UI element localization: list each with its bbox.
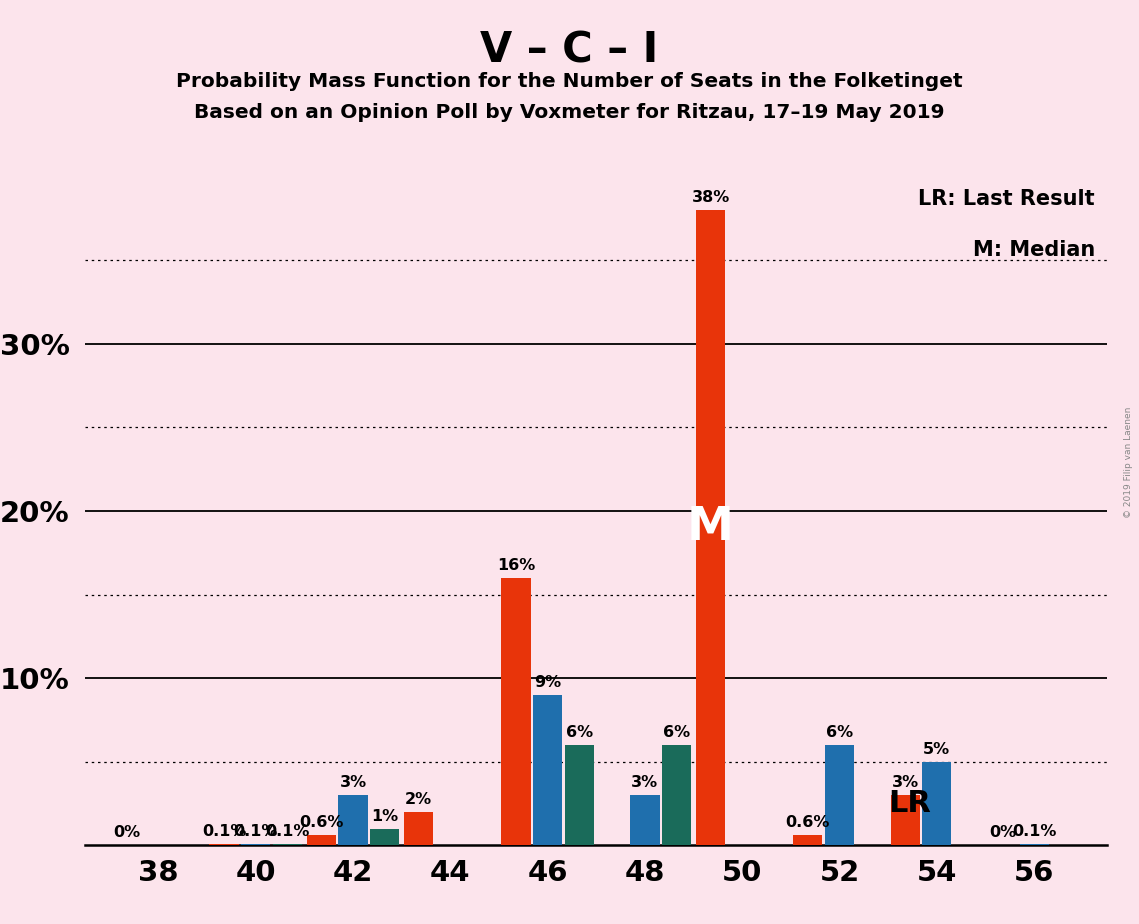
Bar: [306, 835, 336, 845]
Text: LR: Last Result: LR: Last Result: [918, 188, 1095, 209]
Text: 5%: 5%: [924, 742, 950, 757]
Bar: [272, 844, 302, 845]
Bar: [533, 695, 563, 845]
Bar: [565, 745, 593, 845]
Text: 0%: 0%: [113, 825, 140, 841]
Bar: [338, 796, 368, 845]
Text: 2%: 2%: [405, 792, 433, 807]
Text: Based on an Opinion Poll by Voxmeter for Ritzau, 17–19 May 2019: Based on an Opinion Poll by Voxmeter for…: [195, 103, 944, 123]
Text: 3%: 3%: [892, 775, 919, 790]
Text: © 2019 Filip van Laenen: © 2019 Filip van Laenen: [1124, 407, 1133, 517]
Text: 0.1%: 0.1%: [202, 824, 246, 839]
Text: 6%: 6%: [663, 725, 690, 740]
Bar: [210, 844, 239, 845]
Text: 0%: 0%: [989, 825, 1016, 841]
Text: 38%: 38%: [691, 190, 730, 205]
Bar: [825, 745, 854, 845]
Text: 6%: 6%: [566, 725, 592, 740]
Text: 6%: 6%: [826, 725, 853, 740]
Text: V – C – I: V – C – I: [481, 30, 658, 71]
Text: 16%: 16%: [497, 558, 535, 573]
Bar: [404, 812, 433, 845]
Text: 9%: 9%: [534, 675, 562, 690]
Text: 0.1%: 0.1%: [1011, 824, 1056, 839]
Text: 0.1%: 0.1%: [233, 824, 278, 839]
Text: Probability Mass Function for the Number of Seats in the Folketinget: Probability Mass Function for the Number…: [177, 72, 962, 91]
Text: 0.6%: 0.6%: [786, 815, 830, 831]
Text: M: Median: M: Median: [973, 240, 1095, 261]
Text: M: M: [687, 505, 735, 551]
Text: 3%: 3%: [339, 775, 367, 790]
Text: 0.6%: 0.6%: [300, 815, 344, 831]
Bar: [370, 829, 400, 845]
Text: 1%: 1%: [371, 808, 399, 823]
Bar: [662, 745, 691, 845]
Bar: [1019, 844, 1049, 845]
Bar: [793, 835, 822, 845]
Text: 3%: 3%: [631, 775, 658, 790]
Text: 0.1%: 0.1%: [265, 824, 310, 839]
Bar: [241, 844, 270, 845]
Bar: [891, 796, 920, 845]
Bar: [630, 796, 659, 845]
Bar: [696, 210, 726, 845]
Text: LR: LR: [888, 789, 932, 818]
Bar: [501, 578, 531, 845]
Bar: [923, 762, 951, 845]
